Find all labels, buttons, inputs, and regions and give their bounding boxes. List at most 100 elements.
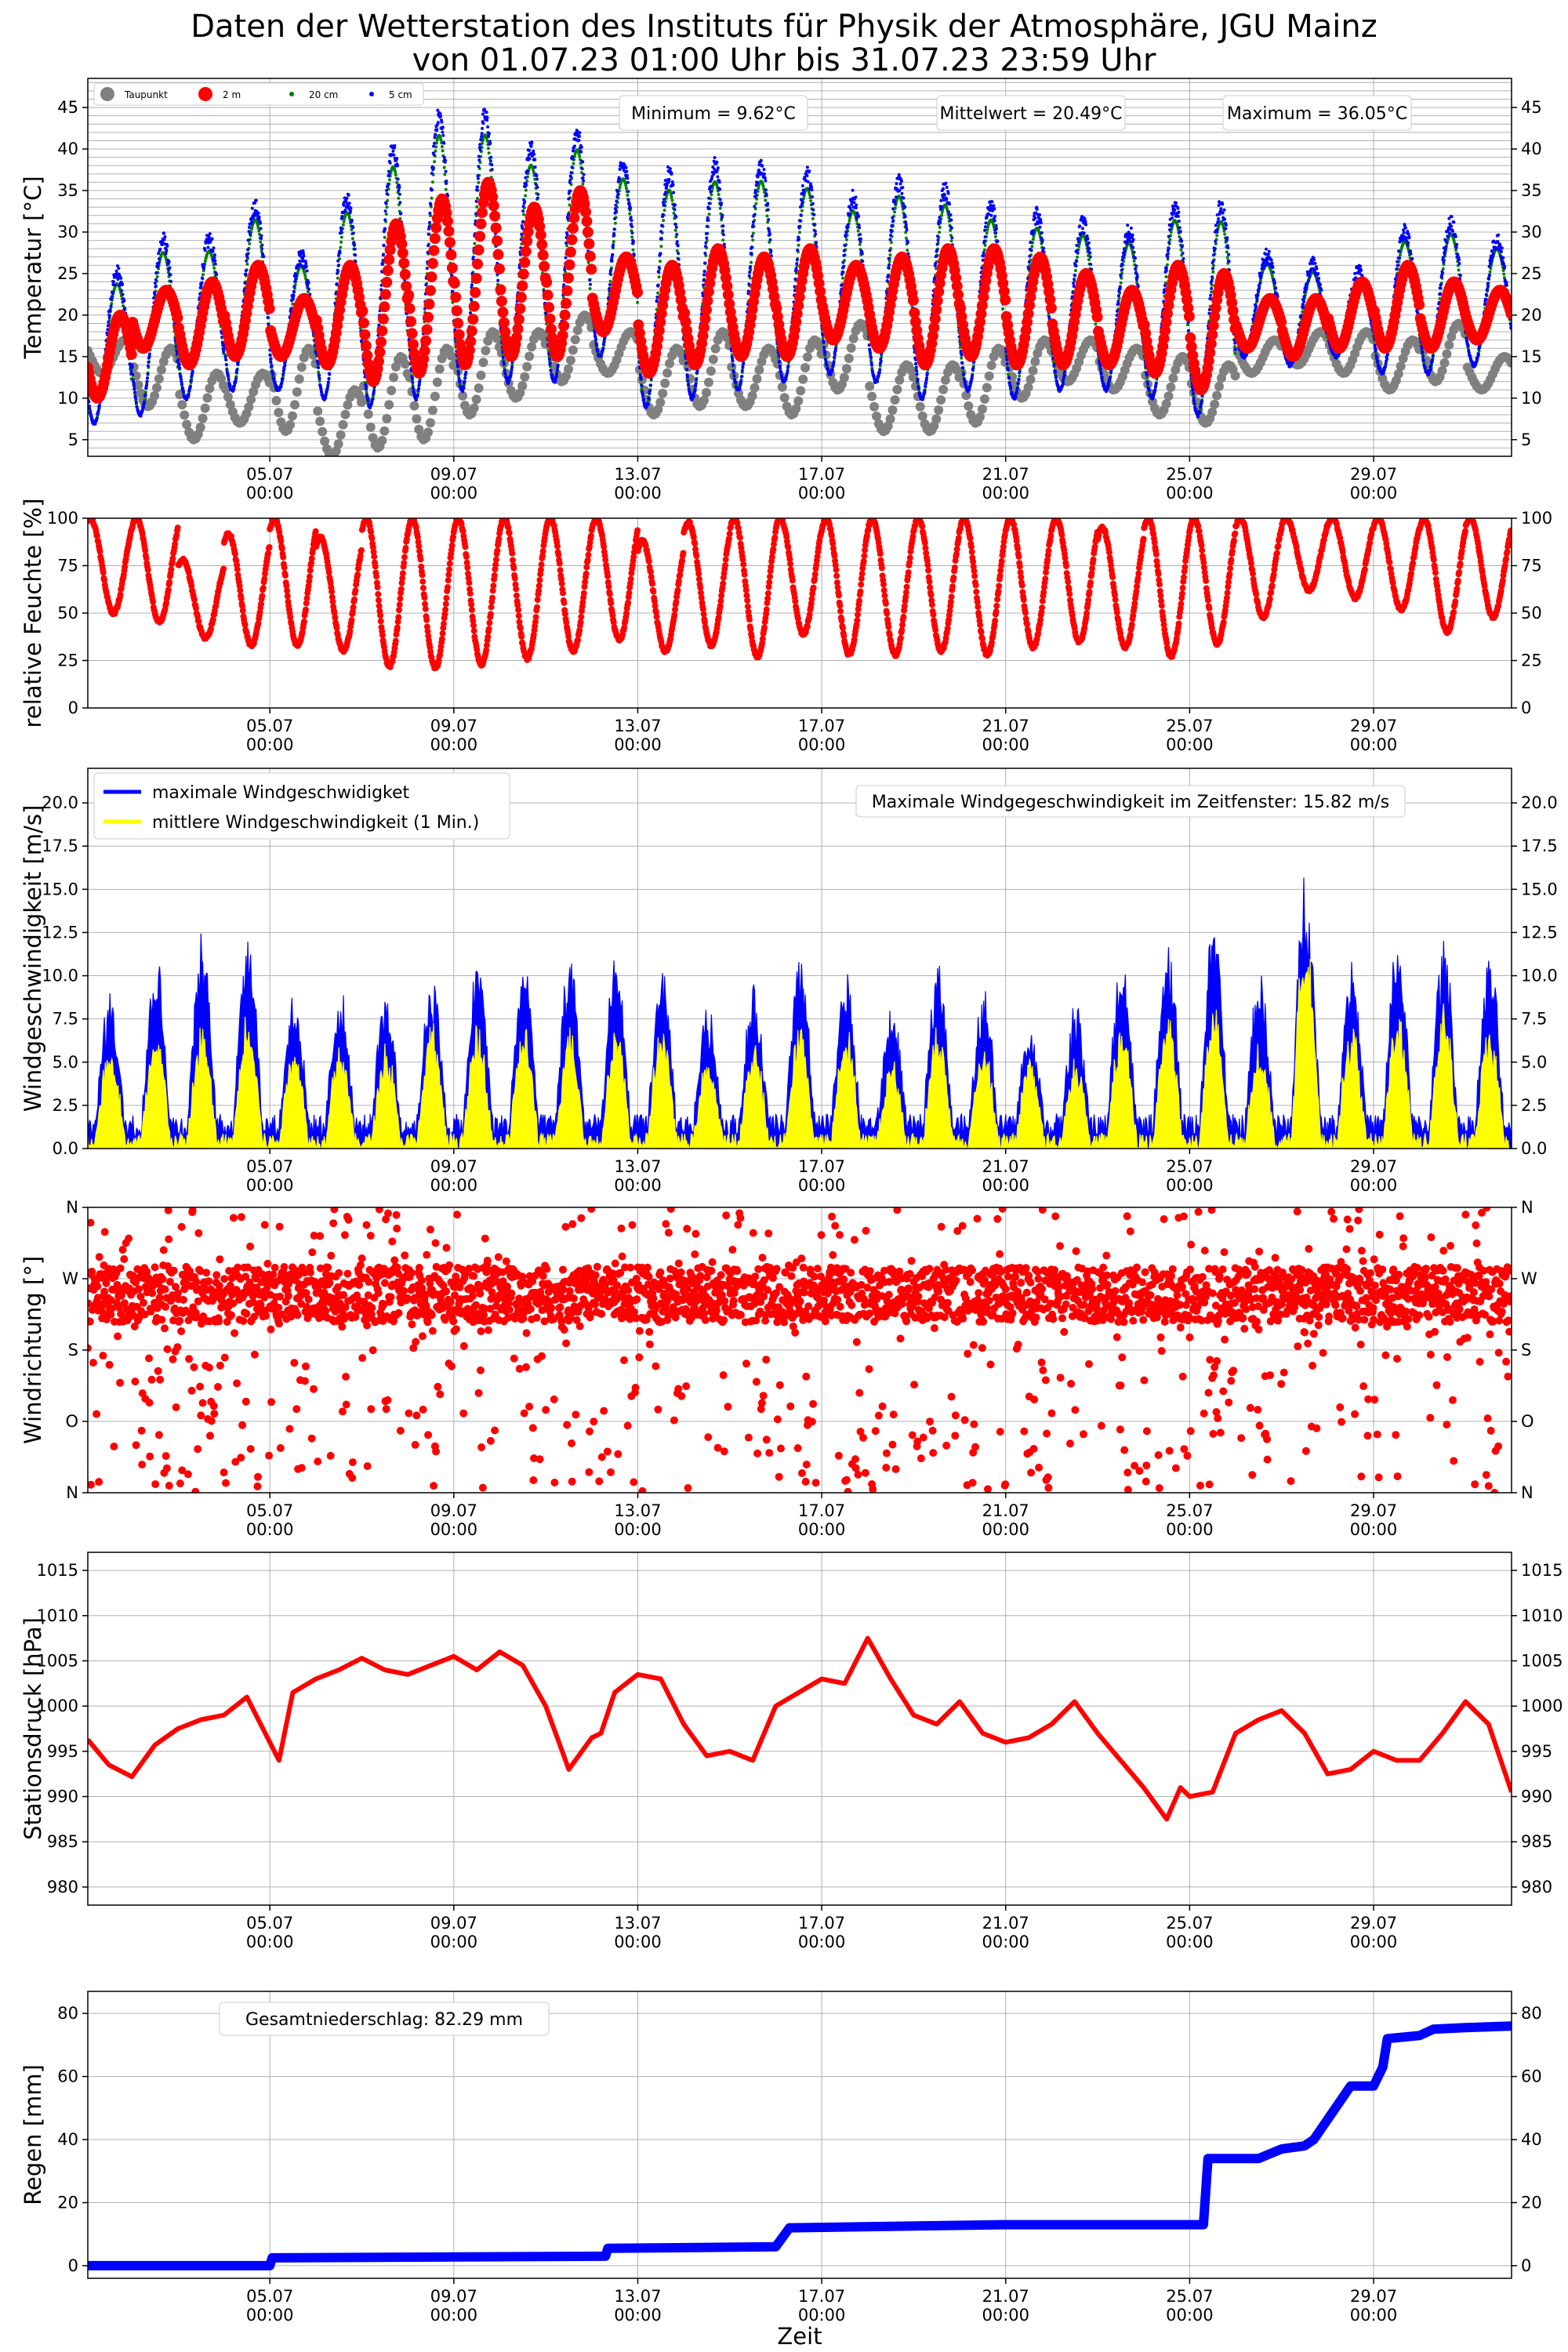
point-temp-5cm [89, 409, 93, 413]
point-temp-5cm [415, 398, 419, 401]
point-temp-5cm [178, 366, 182, 370]
point-temp-5cm [582, 172, 586, 176]
point-temp-20cm [444, 187, 448, 191]
point-temp-5cm [569, 175, 573, 179]
point-temp-5cm [245, 252, 249, 256]
point-temp-5cm [432, 144, 436, 148]
point-temp-20cm [317, 370, 321, 374]
point-temp-5cm [549, 369, 553, 373]
point-temp-5cm [281, 372, 285, 376]
point-temp-5cm [481, 122, 485, 125]
point-dewpoint [182, 419, 192, 430]
point-temp-5cm [210, 237, 214, 241]
chart-title-line-2: von 01.07.23 01:00 Uhr bis 31.07.23 23:5… [412, 42, 1156, 78]
point-dewpoint [290, 400, 299, 410]
point-temp-5cm [556, 364, 560, 368]
point-temp-5cm [146, 376, 149, 380]
point-temp-5cm [351, 231, 355, 235]
point-temp-5cm [581, 160, 585, 164]
point-temp-5cm [396, 177, 400, 181]
point-temp-5cm [670, 180, 674, 183]
point-dewpoint [964, 401, 974, 411]
point-dewpoint [382, 414, 392, 423]
point-temp-5cm [667, 178, 671, 181]
point-temp-20cm [1030, 245, 1034, 249]
point-temp-20cm [904, 236, 908, 240]
point-temp-5cm [109, 304, 113, 308]
point-temp-5cm [180, 383, 184, 387]
point-temp-5cm [387, 169, 390, 173]
point-temp-5cm [660, 223, 664, 227]
point-dewpoint [469, 403, 479, 413]
point-temp-5cm [488, 132, 491, 136]
point-temp-5cm [111, 291, 114, 295]
point-dewpoint [977, 404, 987, 414]
point-temp-20cm [1179, 248, 1183, 252]
point-temp-20cm [906, 249, 909, 252]
point-temp-5cm [703, 261, 706, 265]
point-temp-5cm [673, 203, 677, 207]
point-dewpoint [223, 392, 233, 402]
point-temp-5cm [691, 394, 695, 398]
point-temp-5cm [96, 409, 100, 412]
point-temp-5cm [615, 199, 619, 203]
point-temp-5cm [441, 133, 445, 137]
point-temp-5cm [676, 244, 680, 248]
point-temp-5cm [410, 377, 414, 381]
point-dewpoint [296, 362, 307, 372]
point-temp-5cm [189, 379, 193, 383]
point-temp-5cm [462, 386, 466, 390]
point-temp-5cm [106, 328, 110, 332]
point-dewpoint [662, 368, 673, 378]
point-temp-5cm [630, 231, 634, 235]
point-temp-5cm [306, 284, 310, 288]
point-dewpoint [389, 372, 399, 383]
point-temp-5cm [212, 253, 216, 257]
point-temp-5cm [655, 299, 659, 303]
point-temp-5cm [441, 130, 445, 134]
point-dewpoint [365, 422, 376, 432]
point-temp-5cm [675, 233, 679, 236]
point-temp-20cm [1165, 263, 1169, 267]
point-temp-5cm [234, 376, 238, 380]
point-temp-5cm [532, 152, 536, 156]
point-temp-5cm [626, 190, 630, 194]
point-temp-5cm [441, 125, 445, 129]
point-dewpoint [890, 395, 900, 405]
point-temp-5cm [640, 384, 644, 388]
point-temp-5cm [428, 212, 432, 215]
point-temp-5cm [445, 180, 448, 183]
point-temp-5cm [524, 184, 527, 188]
point-temp-5cm [279, 385, 283, 389]
point-temp-5cm [383, 218, 387, 222]
point-temp-20cm [443, 172, 447, 176]
point-temp-20cm [478, 161, 482, 165]
point-temp-5cm [212, 246, 216, 250]
point-temp-5cm [398, 201, 402, 205]
point-temp-5cm [351, 226, 355, 229]
point-temp-5cm [411, 386, 415, 390]
point-temp-5cm [710, 184, 713, 188]
point-dewpoint [938, 384, 949, 394]
point-temp-20cm [1223, 232, 1227, 236]
point-temp-20cm [608, 279, 612, 283]
point-temp-5cm [260, 234, 263, 238]
point-dewpoint [200, 403, 210, 413]
point-temp-5cm [442, 141, 446, 145]
point-temp-20cm [577, 152, 581, 156]
point-temp-20cm [844, 238, 848, 241]
point-temp-5cm [391, 149, 395, 153]
point-dewpoint [848, 333, 858, 343]
point-temp-20cm [670, 193, 673, 197]
point-temp-5cm [718, 198, 722, 201]
point-temp-20cm [797, 243, 800, 247]
point-dewpoint [368, 433, 378, 443]
point-dewpoint [975, 412, 985, 422]
point-temp-5cm [107, 315, 111, 319]
point-temp-20cm [347, 216, 351, 220]
point-temp-5cm [365, 393, 369, 397]
point-dewpoint [474, 383, 484, 393]
point-temp-5cm [169, 273, 172, 277]
point-temp-5cm [522, 201, 526, 205]
point-temp-20cm [993, 234, 997, 238]
